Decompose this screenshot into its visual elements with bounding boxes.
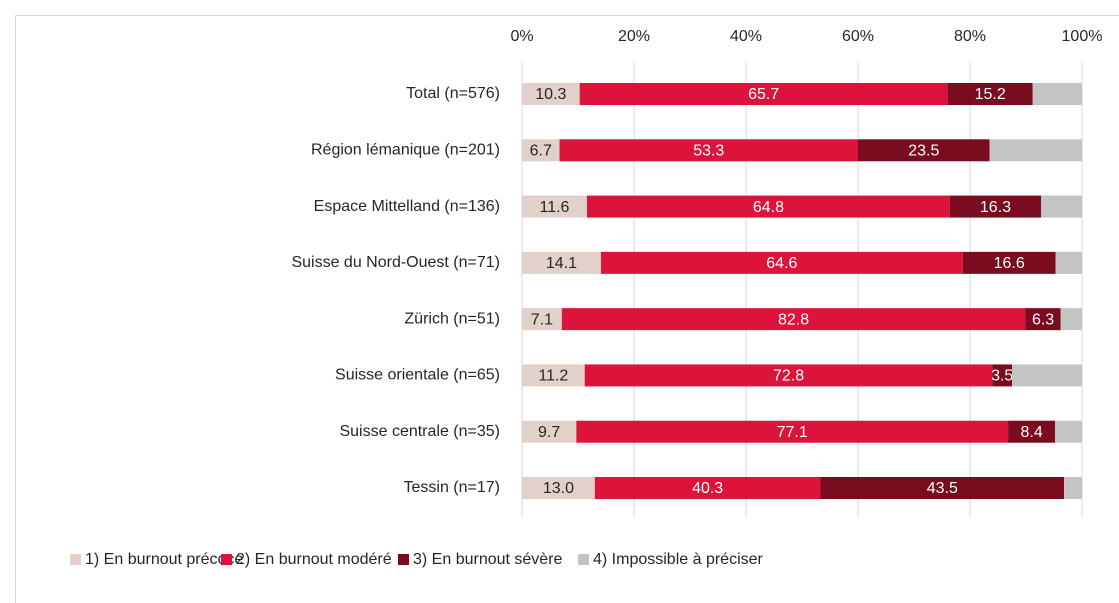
bar-segment xyxy=(579,83,948,105)
y-tick-label: Total (n=576) xyxy=(406,85,500,102)
legend-label: 3) En burnout sévère xyxy=(413,551,563,568)
data-label: 72.8 xyxy=(773,368,804,385)
bar-segment xyxy=(584,364,993,387)
bar-segment xyxy=(1041,195,1082,218)
bar-segment xyxy=(1025,308,1061,331)
bar-segment xyxy=(522,308,562,331)
x-tick-label: 20% xyxy=(618,28,650,45)
bar-segment xyxy=(1060,308,1082,331)
bar-segment xyxy=(522,420,577,443)
bar-segment xyxy=(522,251,601,274)
bar-segment xyxy=(594,477,821,499)
y-tick-label: Suisse du Nord-Ouest (n=71) xyxy=(291,254,500,271)
data-label: 40.3 xyxy=(692,480,723,497)
bar-segment xyxy=(962,251,1056,274)
data-label: 16.6 xyxy=(994,255,1025,272)
data-label: 7.1 xyxy=(531,311,553,328)
x-tick-label: 80% xyxy=(954,28,986,45)
x-tick-label: 0% xyxy=(510,28,533,45)
bar-segment xyxy=(559,139,858,162)
legend-swatch xyxy=(398,554,409,565)
data-label: 82.8 xyxy=(778,311,809,328)
data-label: 43.5 xyxy=(927,480,958,497)
data-label: 9.7 xyxy=(538,424,560,441)
bar-segment xyxy=(522,195,587,218)
bar-segment xyxy=(820,477,1065,499)
data-label: 8.4 xyxy=(1020,424,1042,441)
bar-segment xyxy=(522,83,580,105)
legend-label: 2) En burnout modéré xyxy=(236,551,392,568)
bar-segment xyxy=(522,364,585,387)
bar-segment xyxy=(576,420,1009,443)
data-label: 15.2 xyxy=(975,86,1006,103)
y-tick-label: Suisse orientale (n=65) xyxy=(335,367,500,384)
bar-segment xyxy=(1032,83,1082,105)
data-label: 65.7 xyxy=(748,86,779,103)
bar-segment xyxy=(949,195,1042,218)
bar-segment xyxy=(1064,477,1082,499)
data-label: 10.3 xyxy=(535,86,566,103)
legend-swatch xyxy=(221,554,232,565)
legend-swatch xyxy=(70,554,81,565)
bar-segment xyxy=(1008,420,1056,443)
y-tick-label: Suisse centrale (n=35) xyxy=(339,423,500,440)
data-label: 16.3 xyxy=(980,199,1011,216)
data-label: 6.3 xyxy=(1032,311,1054,328)
bar-segment xyxy=(858,139,990,162)
y-tick-label: Région lémanique (n=201) xyxy=(311,142,500,159)
x-tick-label: 40% xyxy=(730,28,762,45)
data-label: 23.5 xyxy=(908,143,939,160)
y-tick-label: Espace Mittelland (n=136) xyxy=(314,198,500,215)
x-tick-label: 100% xyxy=(1062,28,1103,45)
y-tick-label: Zürich (n=51) xyxy=(404,310,500,327)
data-label: 64.8 xyxy=(753,199,784,216)
bar-segment xyxy=(989,139,1082,162)
x-tick-label: 60% xyxy=(842,28,874,45)
bar-segment xyxy=(947,83,1033,105)
legend-label: 1) En burnout précoce xyxy=(85,551,243,568)
bar-segment xyxy=(522,139,560,162)
bar-segment xyxy=(1012,364,1082,387)
bar-segment xyxy=(600,251,963,274)
data-label: 53.3 xyxy=(693,143,724,160)
data-label: 14.1 xyxy=(546,255,577,272)
data-label: 13.0 xyxy=(543,480,574,497)
data-label: 11.2 xyxy=(538,368,568,385)
data-label: 6.7 xyxy=(530,143,552,160)
bar-segment xyxy=(586,195,950,218)
legend-label: 4) Impossible à préciser xyxy=(593,551,764,568)
data-label: 3.5 xyxy=(991,368,1013,385)
data-label: 64.6 xyxy=(766,255,797,272)
y-tick-label: Tessin (n=17) xyxy=(404,479,501,496)
bar-segment xyxy=(522,477,595,499)
bar-segment xyxy=(1055,251,1082,274)
bar-segment xyxy=(561,308,1026,331)
data-label: 77.1 xyxy=(777,424,808,441)
bar-segment xyxy=(992,364,1012,387)
data-label: 11.6 xyxy=(540,199,570,216)
legend-swatch xyxy=(578,554,589,565)
bar-segment xyxy=(1055,420,1082,443)
